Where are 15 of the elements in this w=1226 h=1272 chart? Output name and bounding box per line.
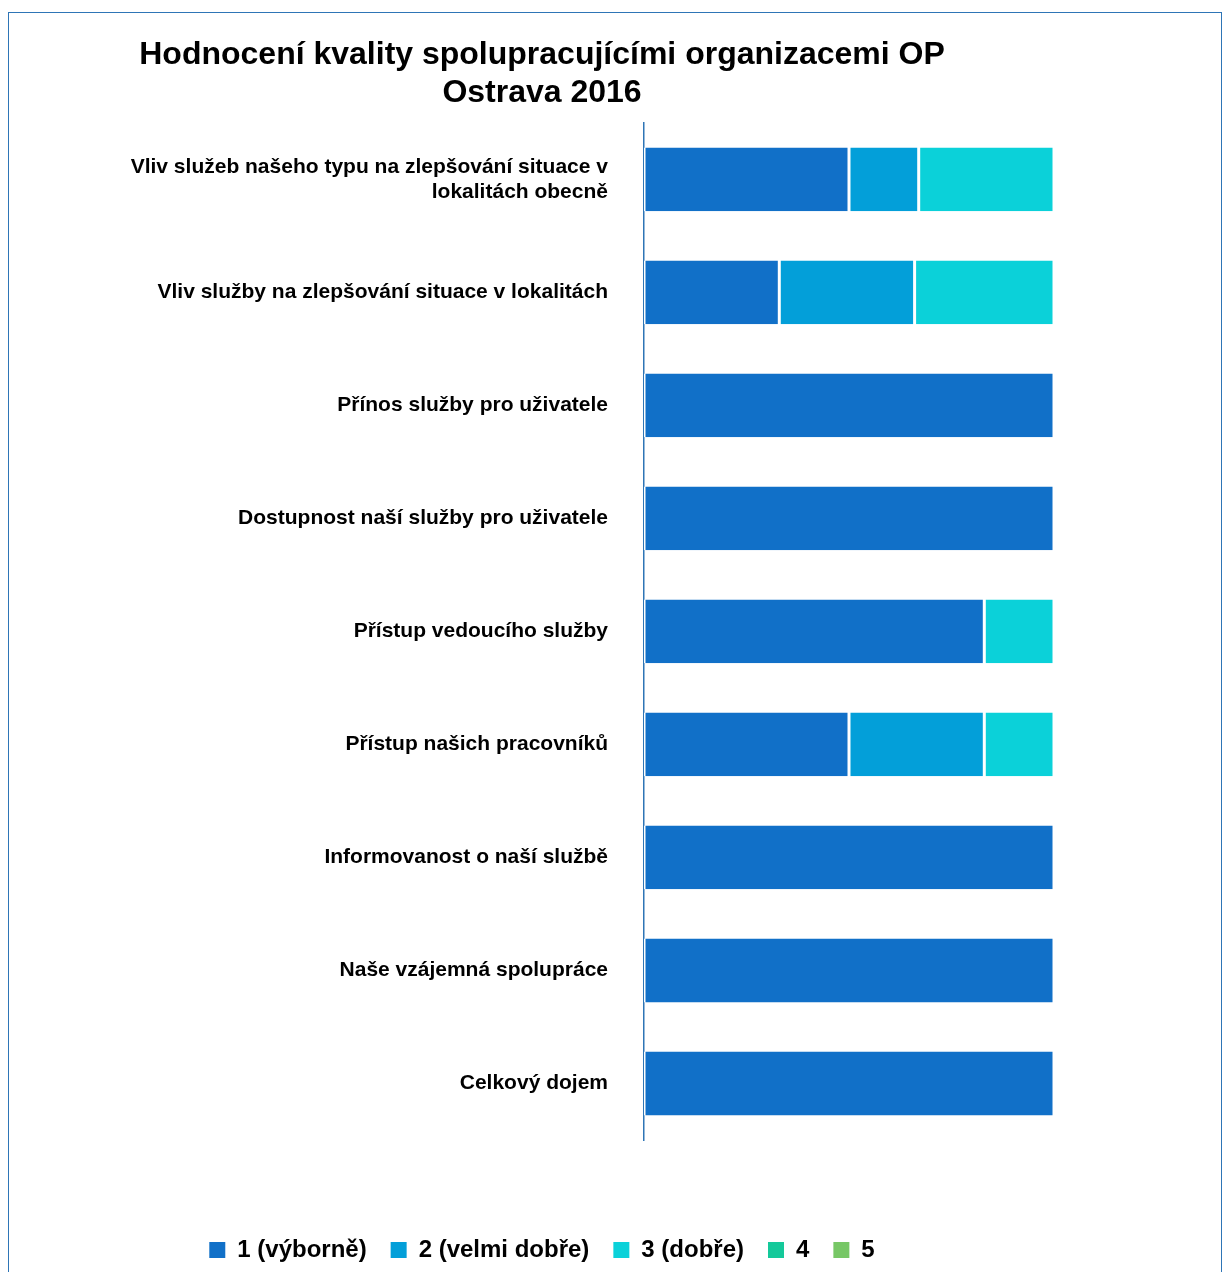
y-tick-label: Přístup našich pracovníků xyxy=(345,731,608,755)
chart-title: Hodnocení kvality spolupracujícími organizacemi OP Ostrava 2016 xyxy=(139,35,945,110)
y-tick-label: Přínos služby pro uživatele xyxy=(337,392,608,416)
y-tick-label: Naše vzájemná spolupráce xyxy=(339,957,608,981)
legend-label: 4 xyxy=(796,1234,811,1262)
legend-label: 2 (velmi dobře) xyxy=(418,1234,590,1262)
y-tick-label: Dostupnost naší služby pro uživatele xyxy=(238,505,608,529)
legend-label: 1 (výborně) xyxy=(237,1234,367,1262)
legend-label: 5 xyxy=(861,1234,875,1262)
y-tick-label: Celkový dojem xyxy=(459,1070,608,1094)
y-tick-label: Přístup vedoucího služby xyxy=(353,618,609,642)
y-tick-label: Informovanost o naší službě xyxy=(324,844,608,868)
legend-label: 3 (dobře) xyxy=(641,1234,745,1262)
y-tick-label: Vliv služby na zlepšování situace v lokalitách xyxy=(157,279,608,303)
y-tick-label: Vliv služeb našeho typu na zlepšování situace v lokalitách obecně xyxy=(130,153,609,202)
